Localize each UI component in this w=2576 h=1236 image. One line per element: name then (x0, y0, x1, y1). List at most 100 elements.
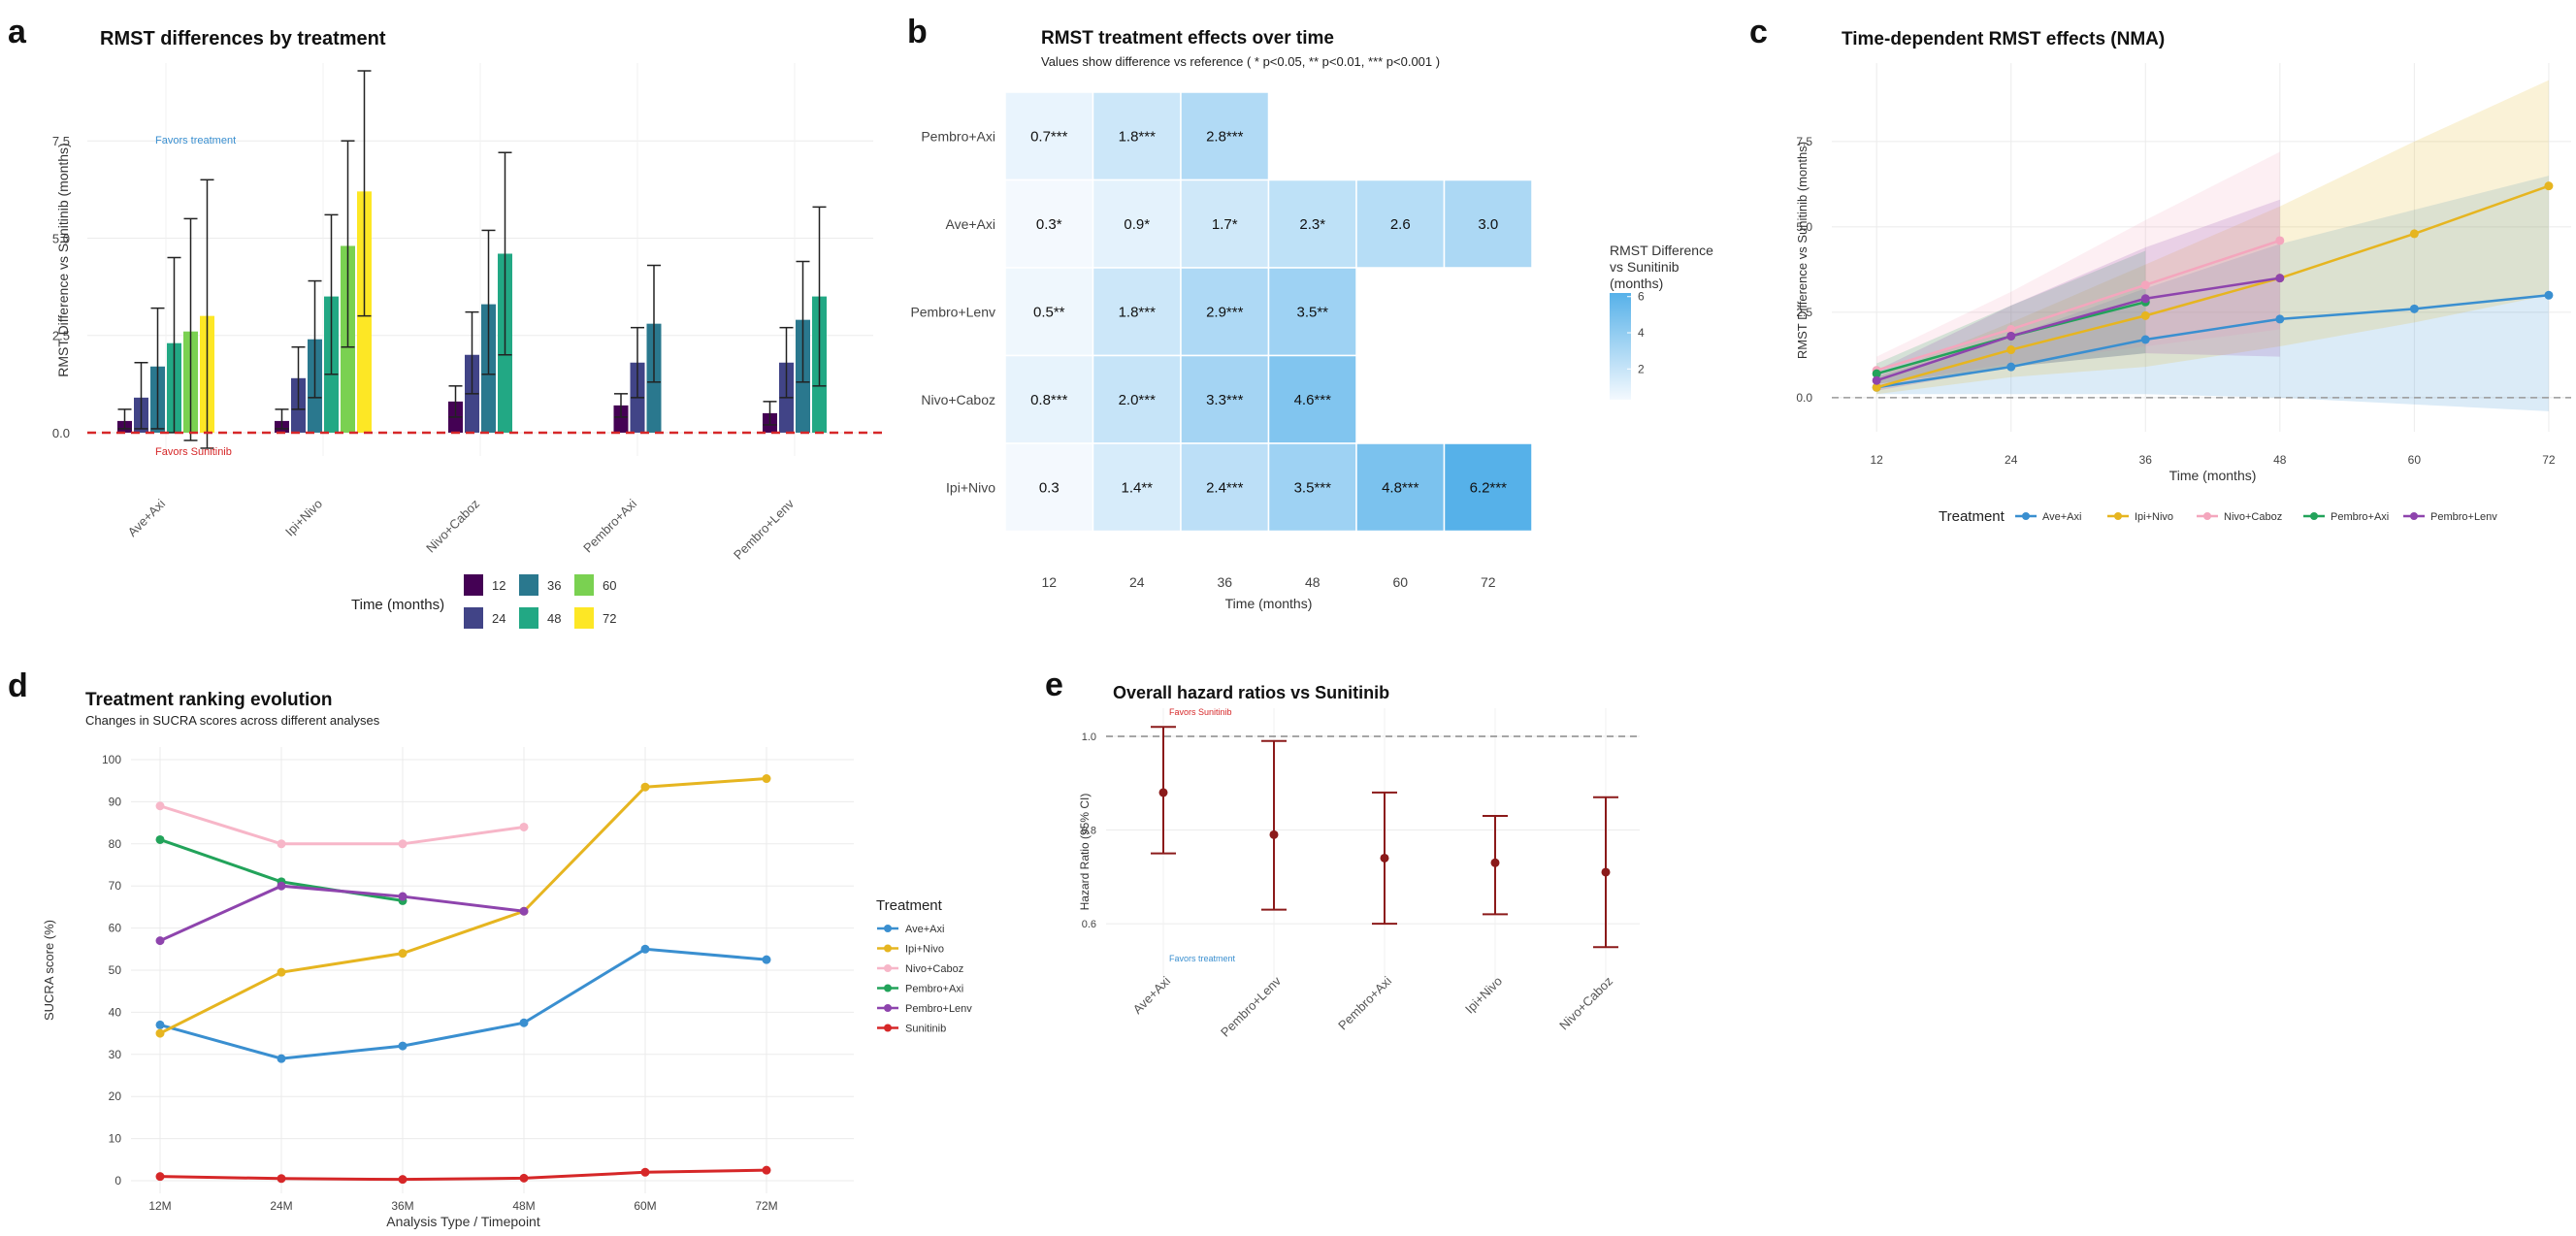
panel-letter-d: d (8, 667, 28, 704)
cell-label: 0.7*** (1030, 128, 1068, 145)
series-line (1875, 184, 2550, 389)
data-point (2275, 274, 2285, 283)
y-tick-label: 10 (109, 1132, 122, 1146)
heatmap-cell (1092, 91, 1182, 181)
row-label: Ave+Axi (946, 216, 996, 232)
data-point (762, 955, 771, 964)
colorbar-tick-label: 2 (1638, 362, 1645, 375)
heatmap-cell (1004, 91, 1094, 181)
x-tick-label: 60 (1392, 574, 1408, 590)
data-point (2544, 181, 2554, 191)
data-point (2275, 314, 2285, 324)
legend-label: 24 (492, 611, 505, 626)
legend-label: 12 (492, 578, 505, 593)
ci-ribbon (1876, 199, 2280, 391)
cell-label: 2.9*** (1206, 304, 1244, 320)
data-point (2006, 345, 2016, 355)
cell-label: 4.8*** (1382, 479, 1419, 496)
data-point (640, 1167, 650, 1177)
panel-d: d Treatment ranking evolution Changes in S… (8, 667, 972, 1229)
data-point (277, 967, 286, 977)
x-tick-label: 48M (512, 1199, 535, 1213)
heatmap-cell (1092, 442, 1182, 533)
series-line (159, 947, 767, 1060)
series-line (159, 884, 525, 942)
legend-marker (2022, 512, 2030, 520)
data-point (2140, 310, 2150, 320)
x-tick-label: 12 (1871, 453, 1884, 467)
legend-label: Ave+Axi (2042, 511, 2081, 523)
data-point (519, 822, 529, 831)
data-point (519, 1018, 529, 1027)
y-tick-label: 5.0 (52, 231, 70, 245)
legend-marker (884, 925, 892, 932)
legend-swatch (519, 574, 538, 596)
y-tick-label: 0.6 (1082, 919, 1096, 930)
legend-marker (2203, 512, 2211, 520)
heatmap-cell (1004, 179, 1094, 269)
y-tick-label: 7.5 (1796, 135, 1812, 148)
cell-label: 3.5*** (1294, 479, 1332, 496)
data-point (277, 1174, 286, 1184)
cell-label: 0.8*** (1030, 392, 1068, 408)
hr-point (1380, 853, 1389, 862)
heatmap-cell (1180, 179, 1270, 269)
data-point (277, 1054, 286, 1063)
x-tick-label: 36 (2139, 453, 2153, 467)
x-tick-label: Pembro+Axi (580, 496, 639, 555)
cell-label: 2.0*** (1119, 392, 1157, 408)
legend-title: Treatment (876, 897, 943, 914)
x-tick-label: 72 (1481, 574, 1496, 590)
legend-title: Treatment (1939, 508, 2005, 525)
heatmap-cell (1092, 179, 1182, 269)
legend-label: Sunitinib (905, 1024, 946, 1035)
annotation-favors-treatment: Favors treatment (155, 135, 236, 146)
legend-marker (884, 1004, 892, 1012)
row-label: Pembro+Axi (921, 128, 995, 144)
chart-title-c: Time-dependent RMST effects (NMA) (1842, 29, 2165, 49)
legend-label: 36 (547, 578, 561, 593)
x-tick-label: Nivo+Caboz (1556, 974, 1615, 1033)
data-point (398, 1041, 408, 1051)
panel-letter-c: c (1749, 14, 1768, 50)
colorbar (1610, 293, 1631, 400)
data-point (640, 944, 650, 954)
row-label: Nivo+Caboz (921, 392, 995, 407)
data-point (2275, 236, 2285, 245)
chart-subtitle-d: Changes in SUCRA scores across different… (85, 713, 380, 728)
panel-e: e Overall hazard ratios vs Sunitinib 0.6 0.… (1045, 667, 1640, 1040)
colorbar-title: RMST Difference (1610, 243, 1713, 258)
panel-a: a RMST differences by treatment 0.0 2.5 5.0 7… (8, 14, 883, 629)
cell-label: 2.4*** (1206, 479, 1244, 496)
y-tick-label: 60 (109, 922, 122, 935)
data-point (398, 1175, 408, 1185)
data-point (2140, 335, 2150, 344)
legend-label: Ipi+Nivo (2135, 511, 2173, 523)
legend-swatch (519, 607, 538, 629)
y-axis-title: RMST Difference vs Sunitinib (months) (55, 143, 71, 376)
heatmap-cell (1004, 267, 1094, 357)
legend-swatch (574, 607, 594, 629)
data-point (2409, 229, 2419, 239)
y-tick-label: 0.0 (1796, 391, 1812, 405)
y-tick-label: 2.5 (52, 329, 70, 343)
x-axis-title: Analysis Type / Timepoint (386, 1214, 540, 1229)
cell-label: 3.0 (1478, 216, 1498, 233)
legend-label: Pembro+Axi (905, 984, 963, 995)
legend-title: Time (months) (351, 597, 444, 613)
cell-label: 1.4** (1121, 479, 1153, 496)
series-line (1875, 276, 2281, 382)
colorbar-title: vs Sunitinib (1610, 259, 1679, 275)
hr-point (1158, 788, 1168, 797)
data-point (2140, 294, 2150, 304)
ci-ribbon (1876, 151, 2280, 384)
colorbar-tick-label: 4 (1638, 326, 1645, 340)
data-point (277, 881, 286, 891)
x-tick-label: Ipi+Nivo (1462, 974, 1505, 1017)
row-label: Pembro+Lenv (910, 304, 995, 319)
panel-letter-b: b (907, 14, 928, 50)
x-tick-label: 24M (270, 1199, 292, 1213)
data-point (2544, 290, 2554, 300)
legend-label: 72 (603, 611, 616, 626)
